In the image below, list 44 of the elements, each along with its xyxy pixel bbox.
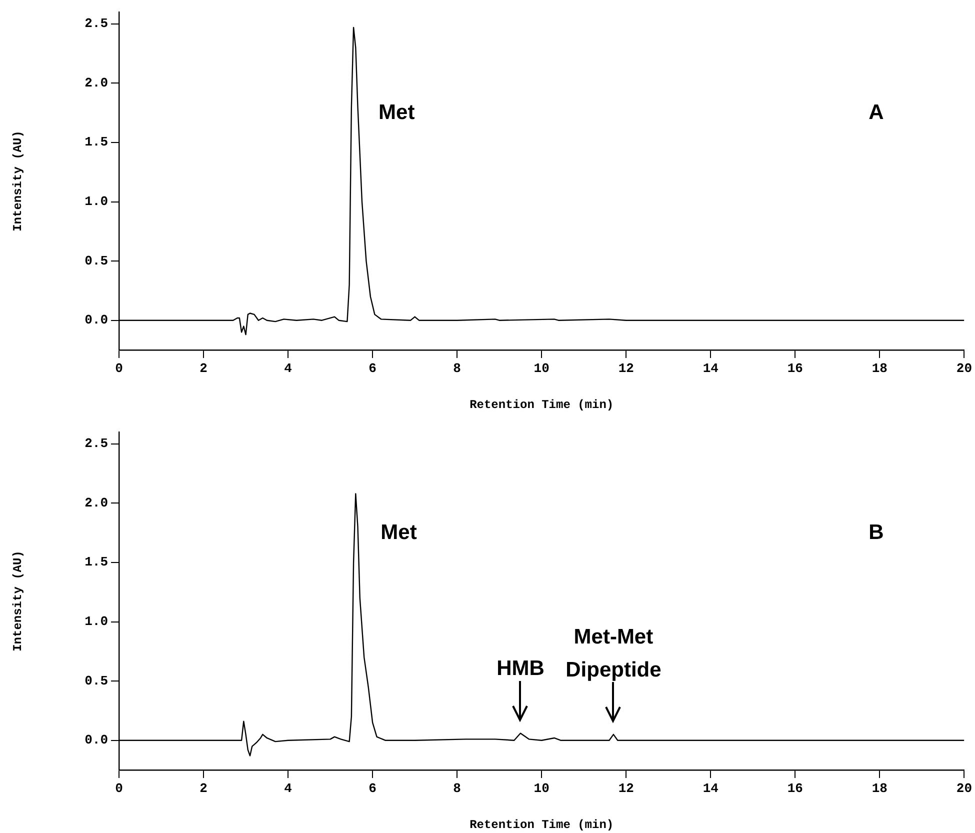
y-tick-label: 2.5 bbox=[84, 16, 108, 32]
y-tick-label: 1.0 bbox=[84, 194, 108, 210]
y-tick-label: 1.0 bbox=[84, 614, 108, 630]
x-tick-label: 0 bbox=[115, 361, 124, 376]
y-tick-label: 1.5 bbox=[84, 134, 108, 150]
x-axis-title: Retention Time (min) bbox=[470, 818, 614, 832]
x-tick-label: 20 bbox=[956, 781, 972, 796]
y-tick-label: 0.0 bbox=[84, 312, 108, 328]
x-tick-label: 10 bbox=[534, 781, 550, 796]
x-tick-label: 12 bbox=[618, 361, 634, 376]
y-tick-label: 1.5 bbox=[84, 554, 108, 570]
x-tick-label: 16 bbox=[787, 361, 804, 376]
x-axis-title: Retention Time (min) bbox=[470, 398, 614, 412]
y-tick-label: 2.5 bbox=[84, 436, 108, 452]
x-tick-label: 2 bbox=[200, 781, 208, 796]
x-tick-label: 14 bbox=[702, 361, 719, 376]
annotation: B bbox=[868, 521, 884, 544]
x-tick-label: 18 bbox=[872, 781, 888, 796]
x-tick-label: 6 bbox=[368, 781, 377, 796]
x-tick-label: 6 bbox=[368, 361, 377, 376]
y-tick-label: 0.0 bbox=[84, 732, 108, 748]
x-tick-label: 4 bbox=[284, 781, 292, 796]
annotation: Met-Met Dipeptide bbox=[566, 625, 662, 682]
y-tick-label: 0.5 bbox=[84, 673, 108, 688]
y-axis-title: Intensity (AU) bbox=[11, 130, 26, 232]
x-tick-label: 14 bbox=[702, 781, 719, 796]
x-tick-label: 8 bbox=[453, 781, 462, 796]
annotation: Met bbox=[380, 521, 417, 544]
y-tick-label: 2.0 bbox=[84, 495, 108, 510]
y-tick-label: 0.5 bbox=[84, 253, 108, 268]
x-tick-label: 8 bbox=[453, 361, 462, 376]
x-tick-label: 2 bbox=[200, 361, 208, 376]
x-tick-label: 20 bbox=[956, 361, 972, 376]
x-tick-label: 12 bbox=[618, 781, 634, 796]
annotation: A bbox=[868, 101, 884, 124]
x-tick-label: 4 bbox=[284, 361, 292, 376]
annotation: HMB bbox=[496, 657, 544, 680]
x-tick-label: 18 bbox=[872, 361, 888, 376]
annotation: Met bbox=[378, 101, 415, 124]
x-tick-label: 0 bbox=[115, 781, 124, 796]
y-axis-title: Intensity (AU) bbox=[11, 550, 26, 652]
x-tick-label: 10 bbox=[534, 361, 550, 376]
y-tick-label: 2.0 bbox=[84, 75, 108, 90]
x-tick-label: 16 bbox=[787, 781, 804, 796]
